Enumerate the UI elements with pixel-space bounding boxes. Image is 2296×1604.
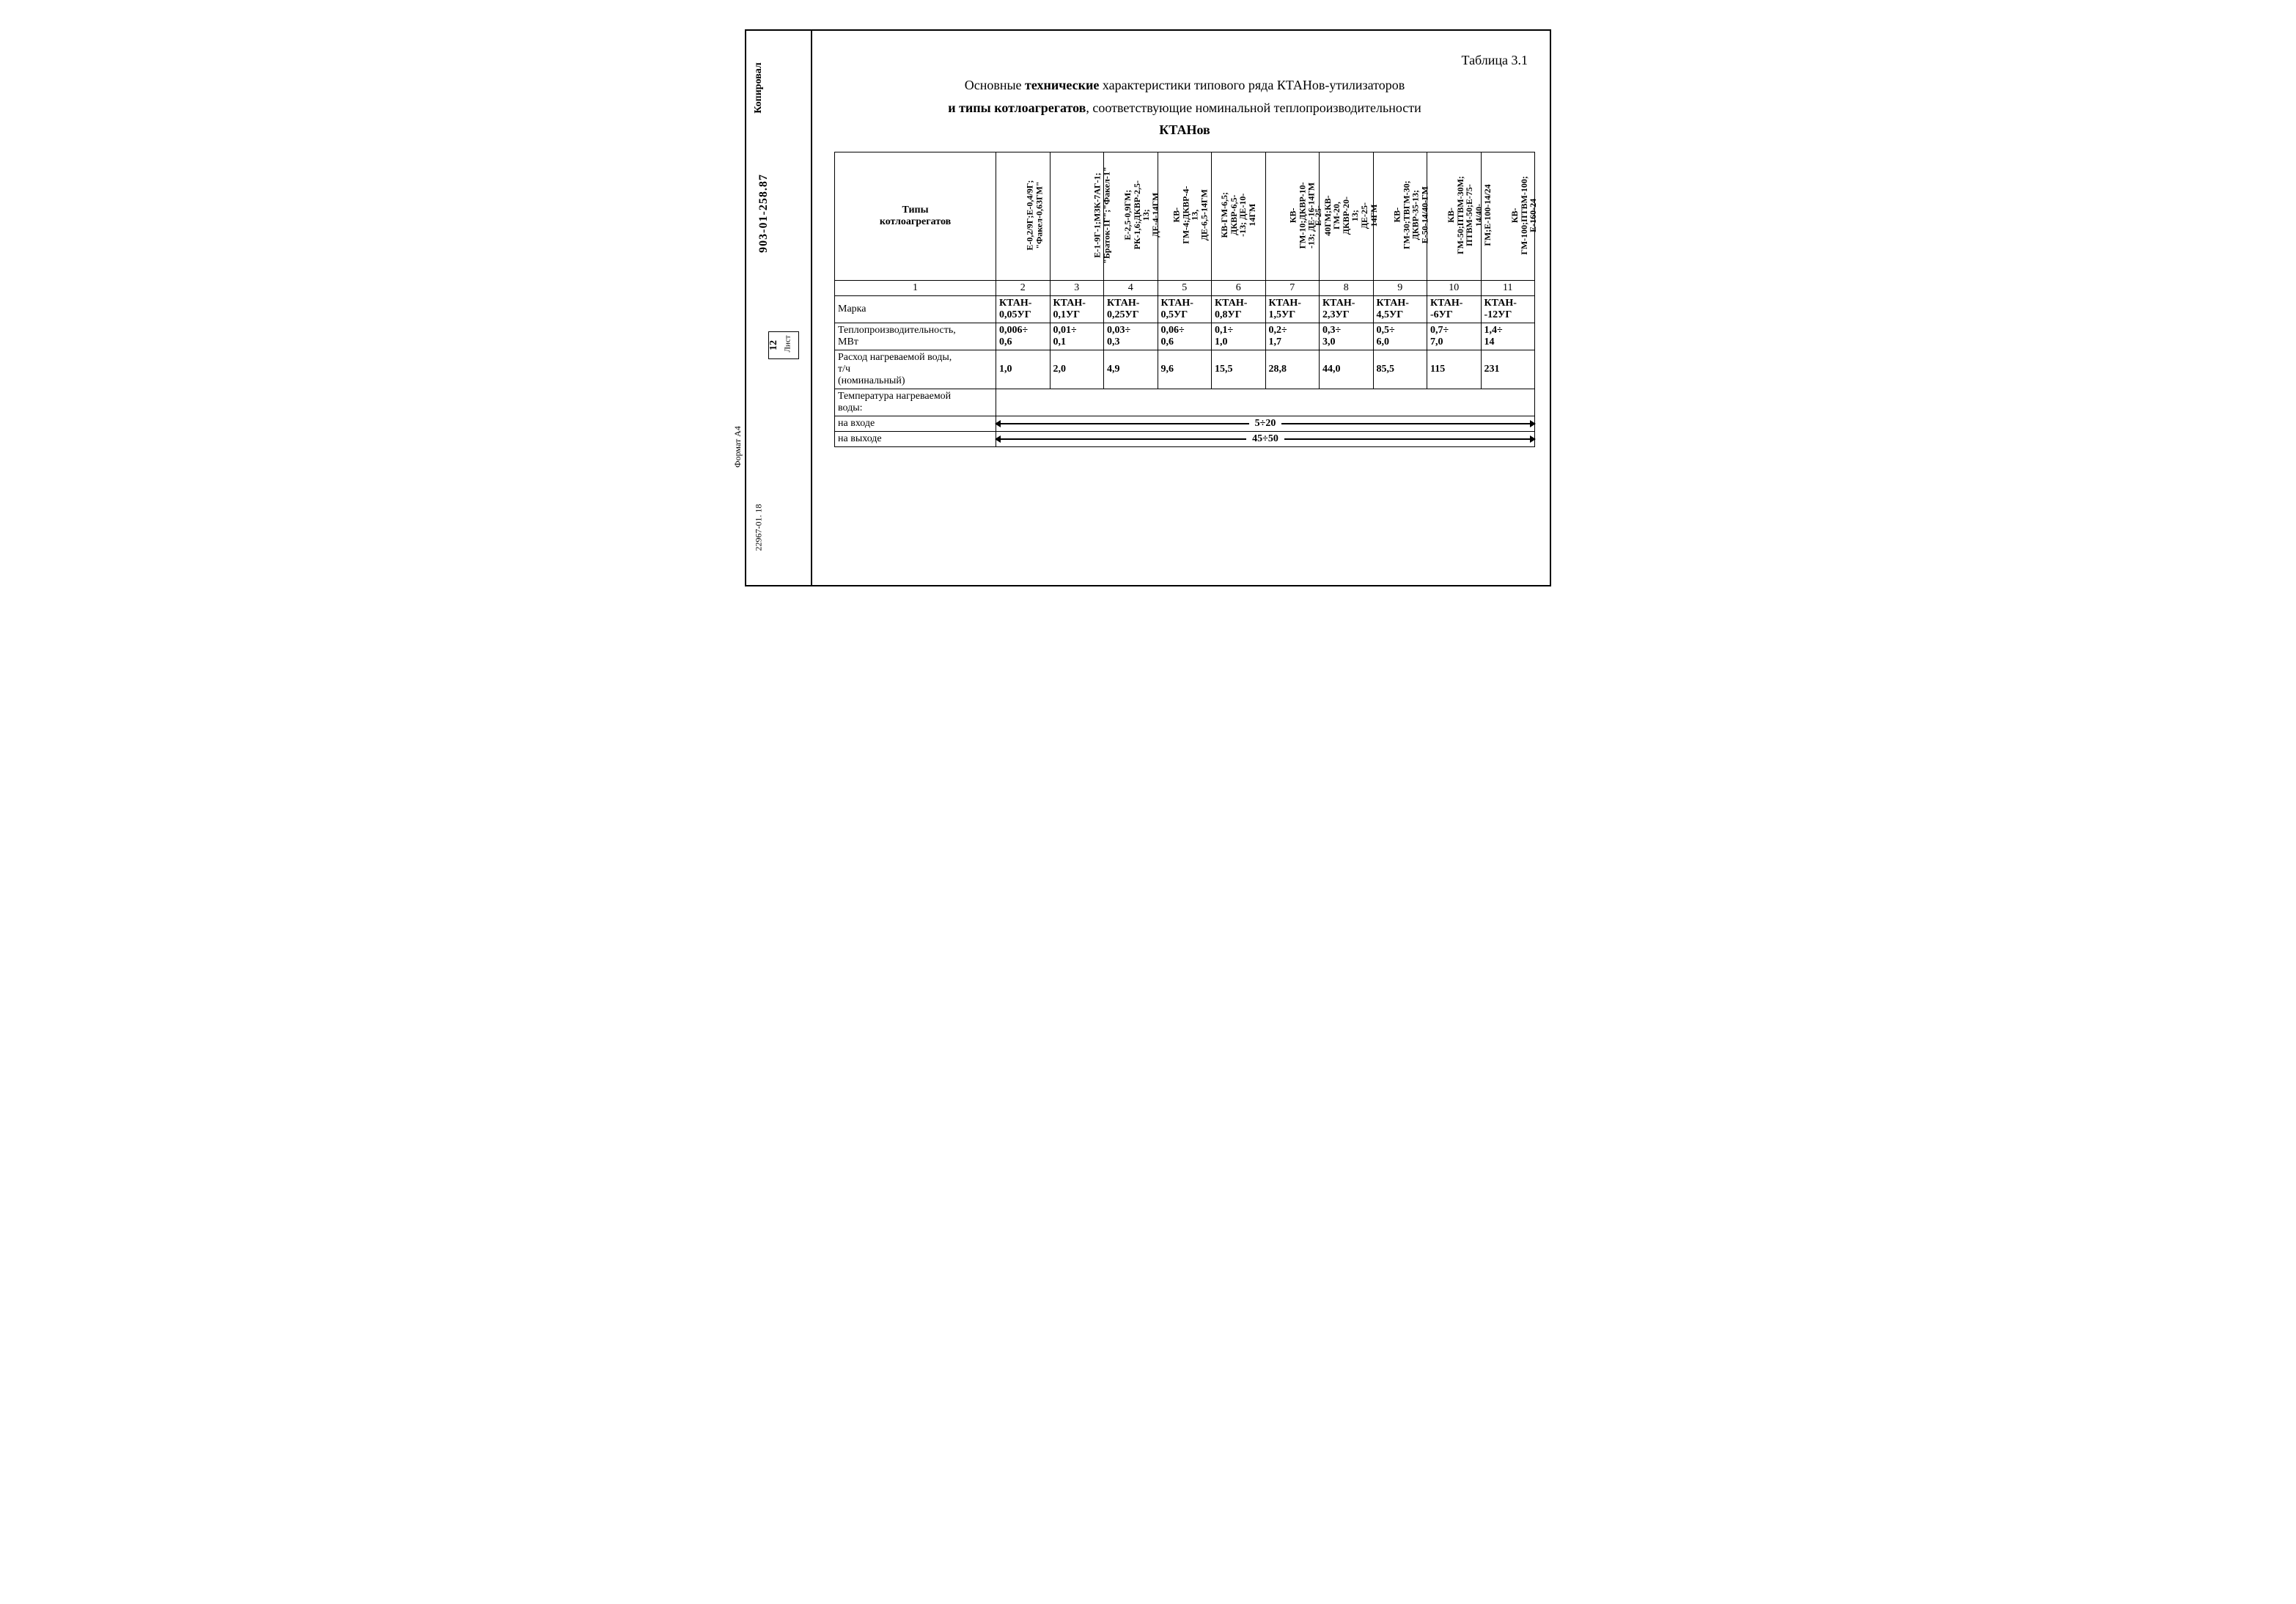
col-header-10: КВ-ГМ-50;ПТВМ-30М; ПТВМ-50;Е-75-14/40- Г…	[1427, 152, 1482, 280]
row-temp-header: Температура нагреваемой воды:	[835, 389, 1535, 416]
temp-label: Температура нагреваемой воды:	[835, 389, 996, 416]
arrow-left-icon	[999, 423, 1249, 424]
row-header-label: Типы котлоагрегатов	[880, 205, 951, 227]
title-l1-pre: Основные	[965, 78, 1025, 92]
arrow-left-icon	[999, 438, 1246, 440]
vyhod-range: 45÷50	[996, 432, 1535, 447]
teplo-label: Теплопроизводительность, МВт	[835, 323, 996, 350]
temp-empty	[996, 389, 1535, 416]
row-rashod: Расход нагреваемой воды, т/ч (номинальны…	[835, 350, 1535, 389]
rashod-v2: 2,0	[1050, 350, 1104, 389]
arrow-right-icon	[1281, 423, 1531, 424]
col-header-5: КВ-ГМ-4;ДКВР-4-13, ДЕ-6,5-14ГМ	[1158, 152, 1212, 280]
teplo-v5: 0,1÷ 1,0	[1212, 323, 1266, 350]
row-vhod: на входе 5÷20	[835, 416, 1535, 432]
marka-v5: КТАН- 0,8УГ	[1212, 295, 1266, 323]
teplo-v4: 0,06÷ 0,6	[1158, 323, 1212, 350]
sheet-number-box: Лист 12	[768, 331, 799, 359]
teplo-v9: 0,7÷ 7,0	[1427, 323, 1482, 350]
content-area: Таблица 3.1 Основные технические характе…	[812, 31, 1550, 462]
colnum-1: 1	[835, 280, 996, 295]
title-l3: КТАНов	[834, 119, 1535, 141]
vhod-label: на входе	[835, 416, 996, 432]
col-header-8: Е-25-40ГМ;КВ-ГМ-20, ДКВР-20-13; ДЕ-25-14…	[1320, 152, 1374, 280]
marka-v1: КТАН- 0,05УГ	[996, 295, 1051, 323]
sheet-label: Лист	[784, 335, 792, 352]
colnum-5: 5	[1158, 280, 1212, 295]
col-header-9: КВ-ГМ-30;ТВГМ-30; ДКВР-35-13; Е-50-14/40…	[1373, 152, 1427, 280]
col-header-3: Е-1-9Г-1;МЗК-7АГ-1; "Браток-1Г";"Факел-1…	[1050, 152, 1104, 280]
marka-v3: КТАН- 0,25УГ	[1104, 295, 1158, 323]
column-number-row: 1 2 3 4 5 6 7 8 9 10 11	[835, 280, 1535, 295]
colnum-11: 11	[1481, 280, 1535, 295]
format-label: Формат А4	[732, 426, 743, 468]
title-l2-pre: и типы котлоагрегатов	[948, 100, 1086, 115]
colnum-2: 2	[996, 280, 1051, 295]
teplo-v2: 0,01÷ 0,1	[1050, 323, 1104, 350]
marka-v9: КТАН- -6УГ	[1427, 295, 1482, 323]
sidebar-binding-edge: Копировал 903-01-258.87 Лист 12 Формат А…	[746, 31, 812, 585]
rashod-v10: 231	[1481, 350, 1535, 389]
rashod-v8: 85,5	[1373, 350, 1427, 389]
table-number: Таблица 3.1	[834, 53, 1528, 68]
rashod-v9: 115	[1427, 350, 1482, 389]
col-header-2: Е-0,2/9Г;Е-0,4/9Г; "Факел-0,63ГМ"	[996, 152, 1051, 280]
col-header-6: КВ-ГМ-6,5; ДКВР-6,5- -13; ДЕ-10-14ГМ	[1212, 152, 1266, 280]
arrow-right-icon	[1284, 438, 1531, 440]
doc-number: 903-01-258.87	[757, 174, 770, 253]
teplo-v1: 0,006÷ 0,6	[996, 323, 1051, 350]
row-vyhod: на выходе 45÷50	[835, 432, 1535, 447]
colnum-6: 6	[1212, 280, 1266, 295]
rashod-v5: 15,5	[1212, 350, 1266, 389]
vhod-value: 5÷20	[1255, 418, 1276, 430]
rashod-v3: 4,9	[1104, 350, 1158, 389]
marka-v8: КТАН- 4,5УГ	[1373, 295, 1427, 323]
row-marka: Марка КТАН- 0,05УГ КТАН- 0,1УГ КТАН- 0,2…	[835, 295, 1535, 323]
marka-v10: КТАН- -12УГ	[1481, 295, 1535, 323]
vyhod-value: 45÷50	[1252, 433, 1278, 445]
marka-v7: КТАН- 2,3УГ	[1320, 295, 1374, 323]
marka-v2: КТАН- 0,1УГ	[1050, 295, 1104, 323]
colnum-3: 3	[1050, 280, 1104, 295]
colnum-4: 4	[1104, 280, 1158, 295]
header-row: Типы котлоагрегатов Е-0,2/9Г;Е-0,4/9Г; "…	[835, 152, 1535, 280]
col-header-7: КВ-ГМ-10;ДКВР-10- -13; ДЕ-16-14ГМ	[1265, 152, 1320, 280]
teplo-v7: 0,3÷ 3,0	[1320, 323, 1374, 350]
row-header-cell: Типы котлоагрегатов	[835, 152, 996, 280]
teplo-v3: 0,03÷ 0,3	[1104, 323, 1158, 350]
teplo-v6: 0,2÷ 1,7	[1265, 323, 1320, 350]
rashod-v7: 44,0	[1320, 350, 1374, 389]
col-header-11: КВ-ГМ-100;ПТВМ-100; Е-160-24	[1481, 152, 1535, 280]
rashod-label: Расход нагреваемой воды, т/ч (номинальны…	[835, 350, 996, 389]
sheet-number: 12	[768, 340, 780, 350]
marka-v6: КТАН- 1,5УГ	[1265, 295, 1320, 323]
rashod-v6: 28,8	[1265, 350, 1320, 389]
kopirovan-label: Копировал	[753, 62, 765, 114]
colnum-7: 7	[1265, 280, 1320, 295]
title-l1-bold: технические	[1025, 78, 1099, 92]
spec-table: Типы котлоагрегатов Е-0,2/9Г;Е-0,4/9Г; "…	[834, 152, 1535, 447]
colnum-10: 10	[1427, 280, 1482, 295]
rashod-v4: 9,6	[1158, 350, 1212, 389]
vhod-range: 5÷20	[996, 416, 1535, 432]
vyhod-label: на выходе	[835, 432, 996, 447]
table-title: Основные технические характеристики типо…	[834, 74, 1535, 141]
row-teplo: Теплопроизводительность, МВт 0,006÷ 0,6 …	[835, 323, 1535, 350]
extra-code: 22967-01. 18	[754, 504, 765, 551]
rashod-v1: 1,0	[996, 350, 1051, 389]
colnum-9: 9	[1373, 280, 1427, 295]
teplo-v10: 1,4÷ 14	[1481, 323, 1535, 350]
marka-v4: КТАН- 0,5УГ	[1158, 295, 1212, 323]
col-header-4: Е-2,5-0,9ГМ; РК-1,6;ДКВР-2,5-13; ДЕ-4-14…	[1104, 152, 1158, 280]
marka-label: Марка	[835, 295, 996, 323]
title-l1-post: характеристики типового ряда КТАНов-утил…	[1099, 78, 1405, 92]
teplo-v8: 0,5÷ 6,0	[1373, 323, 1427, 350]
title-l2-post: , соответствующие номинальной теплопроиз…	[1086, 100, 1421, 115]
colnum-8: 8	[1320, 280, 1374, 295]
